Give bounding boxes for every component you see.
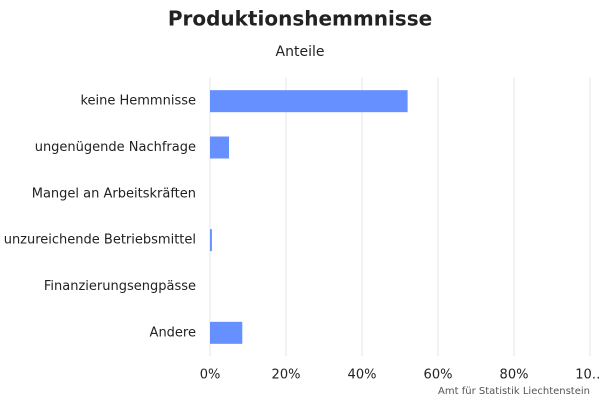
y-tick-label: Finanzierungsengpässe — [44, 279, 196, 294]
credit: Amt für Statistik Liechtenstein — [438, 386, 590, 397]
x-tick-label: 80% — [500, 368, 529, 383]
y-tick-label: Mangel an Arbeitskräften — [32, 186, 196, 201]
x-tick-label: 10… — [575, 368, 600, 383]
x-tick-label: 60% — [424, 368, 453, 383]
y-tick-label: keine Hemmnisse — [80, 94, 196, 109]
x-tick-label: 0% — [200, 368, 221, 383]
bar — [210, 229, 212, 252]
bar — [210, 136, 229, 159]
bar — [210, 90, 408, 113]
y-tick-label: ungenügende Nachfrage — [35, 140, 196, 155]
chart-subtitle: Anteile — [276, 44, 325, 60]
x-tick-label: 40% — [348, 368, 377, 383]
y-tick-label: unzureichende Betriebsmittel — [4, 233, 196, 248]
bar — [210, 321, 243, 344]
chart-title: Produktionshemmnisse — [168, 7, 432, 31]
y-tick-label: Andere — [150, 325, 196, 340]
x-tick-label: 20% — [272, 368, 301, 383]
